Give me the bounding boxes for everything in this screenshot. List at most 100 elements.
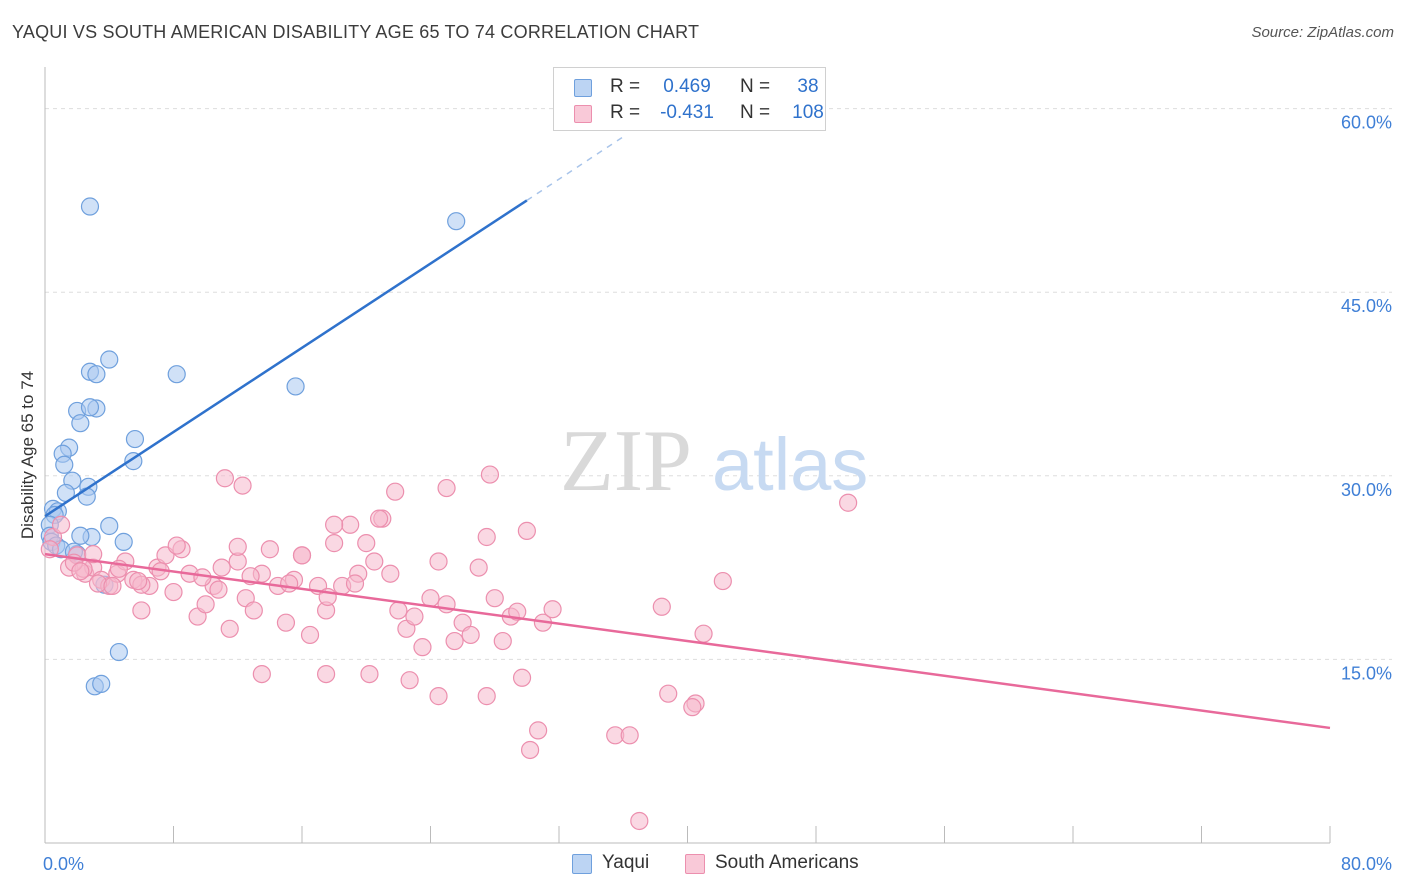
y-axis-label: Disability Age 65 to 74 xyxy=(18,371,37,539)
south-americans-point xyxy=(345,574,365,593)
south-americans-point xyxy=(694,624,713,643)
south-americans-point xyxy=(360,664,379,684)
south-americans-point xyxy=(413,638,432,657)
south-americans-point xyxy=(164,582,183,602)
yaqui-point xyxy=(80,398,100,417)
series-label-yaqui: Yaqui xyxy=(602,852,650,873)
yaqui-point xyxy=(100,516,119,536)
trend-lines xyxy=(44,136,1331,730)
south-americans-point xyxy=(520,740,540,760)
axes xyxy=(44,67,1331,844)
legend-n-value: 108 xyxy=(792,102,824,123)
south-americans-point xyxy=(461,625,480,645)
yaqui-point xyxy=(447,212,466,231)
data-points xyxy=(40,197,858,831)
legend-r-label: R = xyxy=(610,76,641,97)
south-americans-point xyxy=(683,698,702,717)
south-americans-point xyxy=(357,534,376,553)
y-tick-label: 45.0% xyxy=(1341,296,1392,316)
south-americans-point xyxy=(477,527,496,547)
south-americans-trend-line xyxy=(44,552,1331,730)
south-americans-point xyxy=(517,521,536,540)
south-americans-point xyxy=(292,546,312,565)
yaqui-point xyxy=(109,642,128,662)
south-americans-point xyxy=(252,664,271,684)
south-americans-point xyxy=(276,613,296,632)
south-americans-point xyxy=(325,534,344,553)
south-americans-point xyxy=(429,687,448,706)
yaqui-trend-line xyxy=(44,199,528,518)
south-americans-point xyxy=(228,537,247,556)
south-americans-point xyxy=(437,478,456,498)
south-americans-point xyxy=(220,619,239,638)
south-americans-point xyxy=(659,684,678,703)
legend-swatch-south-americans xyxy=(574,105,592,123)
x-tick-label: 0.0% xyxy=(43,854,84,874)
yaqui-point xyxy=(80,197,100,216)
yaqui-point xyxy=(114,532,133,551)
south-americans-point xyxy=(365,552,384,571)
yaqui-point xyxy=(100,350,119,369)
south-americans-point xyxy=(84,545,103,564)
south-americans-point xyxy=(445,631,464,651)
yaqui-point xyxy=(77,487,96,506)
legend-n-label: N = xyxy=(740,102,771,123)
south-americans-point xyxy=(493,631,512,651)
legend-r-value: -0.431 xyxy=(660,102,714,123)
south-americans-point xyxy=(71,562,90,581)
south-americans-point xyxy=(512,668,532,687)
south-americans-point xyxy=(370,509,389,528)
south-americans-point xyxy=(429,552,448,571)
south-americans-point xyxy=(51,515,71,534)
south-americans-point xyxy=(386,482,405,501)
south-americans-point xyxy=(260,540,279,559)
legend-n-value: 38 xyxy=(797,76,819,97)
south-americans-point xyxy=(485,589,504,608)
yaqui-point xyxy=(92,674,111,693)
series-swatch-yaqui xyxy=(572,854,592,874)
south-americans-point xyxy=(421,589,440,608)
legend-r-label: R = xyxy=(610,102,641,123)
south-americans-point xyxy=(508,602,527,621)
south-americans-point xyxy=(233,476,252,495)
south-americans-point xyxy=(341,515,360,534)
south-americans-point xyxy=(280,574,299,593)
south-americans-point xyxy=(630,811,649,831)
south-americans-point xyxy=(325,515,344,534)
grid-lines xyxy=(45,108,1392,660)
yaqui-point xyxy=(71,414,90,433)
south-americans-point xyxy=(543,600,562,619)
south-americans-point xyxy=(469,558,488,577)
south-americans-point xyxy=(400,671,419,690)
watermark-atlas: atlas xyxy=(712,423,868,506)
south-americans-point xyxy=(167,536,186,555)
watermark: ZIP atlas xyxy=(560,413,868,510)
legend-n-label: N = xyxy=(740,76,771,97)
south-americans-point xyxy=(215,469,234,488)
south-americans-point xyxy=(132,601,151,620)
south-americans-point xyxy=(713,571,732,591)
y-tick-label: 60.0% xyxy=(1341,113,1392,133)
series-label-south-americans: South Americans xyxy=(715,852,859,873)
yaqui-point xyxy=(286,377,305,396)
south-americans-point xyxy=(529,721,548,740)
yaqui-trend-extension xyxy=(526,136,624,202)
legend-r-value: 0.469 xyxy=(663,76,711,97)
chart-title: YAQUI VS SOUTH AMERICAN DISABILITY AGE 6… xyxy=(12,22,700,42)
south-americans-point xyxy=(620,726,639,745)
tick-labels: 15.0% 30.0% 45.0% 60.0% 0.0% 80.0% xyxy=(43,113,1392,874)
south-americans-point xyxy=(405,607,424,626)
south-americans-point xyxy=(244,601,263,620)
yaqui-point xyxy=(167,365,186,384)
yaqui-point xyxy=(125,429,145,449)
series-swatch-south-americans xyxy=(685,854,705,874)
south-americans-point xyxy=(839,493,858,512)
south-americans-point xyxy=(196,595,215,614)
south-americans-point xyxy=(103,576,122,596)
south-americans-point xyxy=(389,601,408,620)
y-tick-label: 15.0% xyxy=(1341,663,1392,683)
watermark-zip: ZIP xyxy=(560,413,692,510)
south-americans-point xyxy=(300,625,320,645)
south-americans-point xyxy=(480,465,500,484)
